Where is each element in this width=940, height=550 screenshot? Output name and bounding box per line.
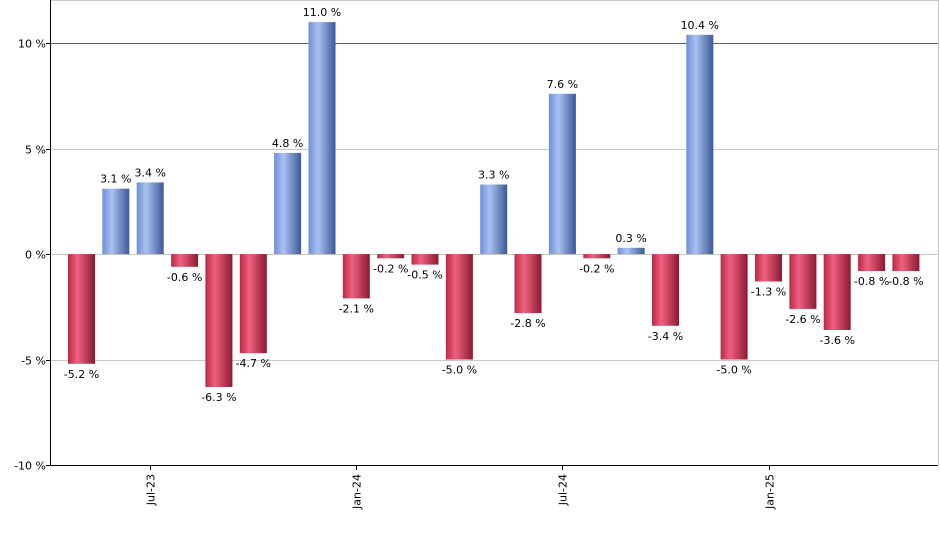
y-tick-label: 10 % <box>18 38 46 51</box>
bar <box>274 152 302 255</box>
bar <box>411 254 439 265</box>
data-label: -3.4 % <box>648 330 683 343</box>
bar <box>308 22 336 255</box>
bar <box>480 184 508 255</box>
bar <box>239 254 267 354</box>
data-label: -0.8 % <box>854 275 889 288</box>
x-tick-label: Jul-23 <box>145 474 158 506</box>
bar <box>171 254 199 267</box>
data-label: -2.1 % <box>339 302 374 315</box>
axes: -10 % -5 % 0 % 5 % 10 % Jul-23 Jan-24 Jul-24 Jan… <box>14 0 938 510</box>
y-tick-label: 5 % <box>25 144 46 157</box>
data-label: 7.6 % <box>547 78 578 91</box>
bar <box>205 254 233 387</box>
data-label: -5.0 % <box>716 364 751 377</box>
data-label: 10.4 % <box>681 19 719 32</box>
data-label: -5.0 % <box>442 364 477 377</box>
data-label: -0.2 % <box>373 262 408 275</box>
x-tick-label: Jul-24 <box>557 474 570 506</box>
bar <box>68 254 95 364</box>
bars <box>68 22 920 387</box>
data-label: -2.6 % <box>785 313 820 326</box>
bar <box>823 254 851 330</box>
bar <box>858 254 886 271</box>
data-label: -0.8 % <box>888 275 923 288</box>
bar <box>720 254 748 360</box>
data-labels: -5.2 % 3.1 % 3.4 % -0.6 % -6.3 % -4.7 % 4.8 % 1… <box>64 6 924 404</box>
data-label: -3.6 % <box>819 334 854 347</box>
bar <box>136 182 164 255</box>
bar <box>583 254 611 259</box>
y-tick-label: -5 % <box>21 355 46 368</box>
bar <box>755 254 782 282</box>
bar <box>617 247 645 255</box>
data-label: -0.6 % <box>167 271 202 284</box>
x-tick-label: Jan-25 <box>764 474 777 510</box>
bar <box>445 254 473 360</box>
data-label: 4.8 % <box>272 137 303 150</box>
y-tick-label: -10 % <box>14 460 46 473</box>
bar <box>342 254 370 299</box>
bar <box>514 254 542 314</box>
bar <box>377 254 405 259</box>
data-label: -4.7 % <box>236 357 271 370</box>
data-label: 0.3 % <box>615 232 646 245</box>
data-label: 3.1 % <box>100 173 131 186</box>
data-label: -5.2 % <box>64 368 99 381</box>
bar <box>652 254 679 326</box>
bar <box>686 34 714 255</box>
bar <box>102 188 130 255</box>
data-label: -0.5 % <box>407 269 442 282</box>
data-label: 3.4 % <box>134 166 165 179</box>
data-label: -1.3 % <box>751 286 786 299</box>
bar <box>892 254 920 271</box>
x-tick-label: Jan-24 <box>351 474 364 510</box>
data-label: 11.0 % <box>303 6 341 19</box>
y-tick-label: 0 % <box>25 249 46 262</box>
data-label: -6.3 % <box>201 391 236 404</box>
data-label: -0.2 % <box>579 262 614 275</box>
bar <box>548 93 576 255</box>
data-label: -2.8 % <box>510 317 545 330</box>
bar <box>789 254 817 309</box>
data-label: 3.3 % <box>478 169 509 182</box>
